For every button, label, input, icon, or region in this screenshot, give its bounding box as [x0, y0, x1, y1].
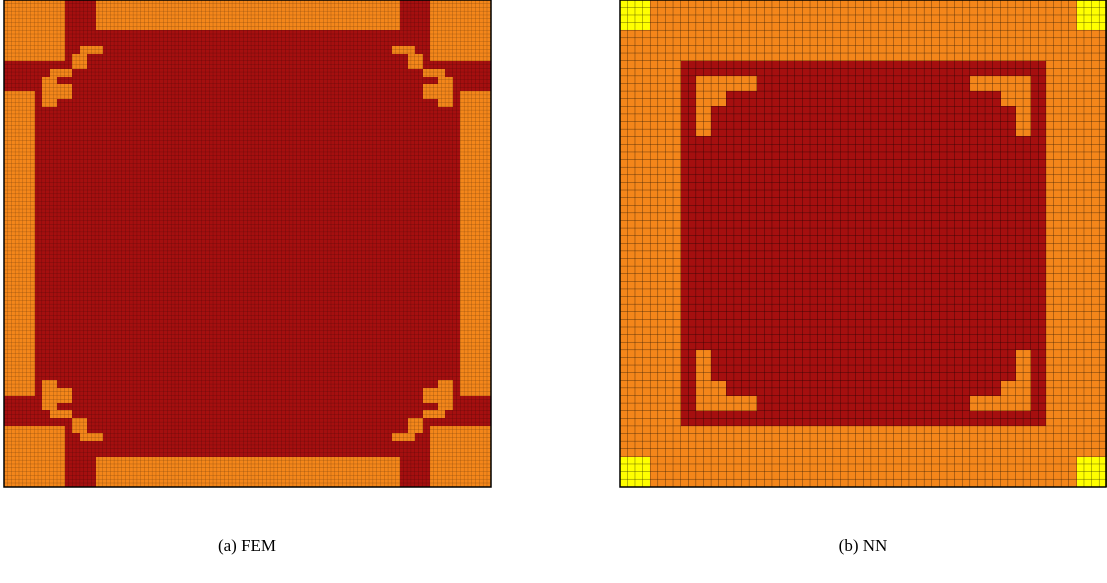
mesh-lines [4, 0, 491, 487]
caption: (b) NN [839, 536, 888, 555]
frame [619, 0, 1107, 488]
frame [3, 0, 492, 488]
mesh-lines [620, 0, 1107, 487]
caption: (a) FEM [218, 536, 276, 555]
